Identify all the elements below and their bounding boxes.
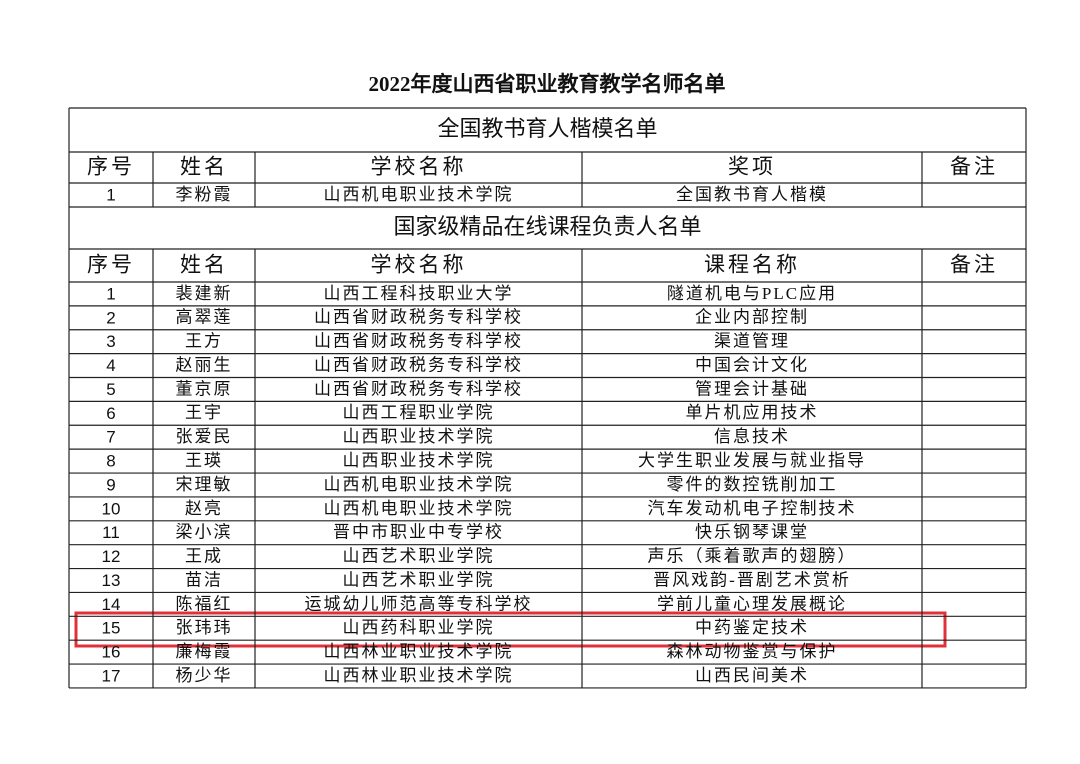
cell: 赵丽生 bbox=[176, 355, 233, 374]
cell: 15 bbox=[102, 619, 121, 638]
section-heading: 全国教书育人楷模名单 bbox=[437, 116, 657, 141]
cell: 山西林业职业技术学院 bbox=[324, 666, 514, 685]
cell: 快乐钢琴课堂 bbox=[695, 523, 809, 542]
cell: 山西机电职业技术学院 bbox=[324, 475, 514, 494]
cell: 宋理敏 bbox=[176, 475, 233, 494]
cell: 运城幼儿师范高等专科学校 bbox=[305, 594, 533, 613]
cell: 渠道管理 bbox=[714, 332, 790, 351]
cell: 梁小滨 bbox=[176, 523, 233, 542]
cell: 4 bbox=[106, 356, 115, 375]
cell: 学前儿童心理发展概论 bbox=[657, 594, 847, 613]
column-header: 备注 bbox=[950, 154, 998, 178]
cell: 6 bbox=[106, 404, 115, 423]
column-header: 课程名称 bbox=[704, 252, 800, 276]
cell: 中药鉴定技术 bbox=[695, 618, 809, 637]
cell: 张爱民 bbox=[176, 427, 233, 446]
cell: 14 bbox=[102, 595, 121, 614]
column-header: 学校名称 bbox=[371, 252, 467, 276]
column-header: 姓名 bbox=[180, 252, 228, 276]
cell: 山西职业技术学院 bbox=[343, 451, 495, 470]
cell: 1 bbox=[106, 185, 115, 204]
title: 2022年度山西省职业教育教学名师名单 bbox=[369, 72, 726, 96]
cell: 中国会计文化 bbox=[695, 355, 809, 374]
cell: 山西药科职业学院 bbox=[343, 618, 495, 637]
cell: 全国教书育人楷模 bbox=[676, 185, 828, 204]
cell: 12 bbox=[102, 547, 121, 566]
cell: 2 bbox=[106, 308, 115, 327]
cell: 9 bbox=[106, 475, 115, 494]
cell: 高翠莲 bbox=[176, 308, 233, 327]
cell: 山西工程职业学院 bbox=[343, 403, 495, 422]
cell: 山西民间美术 bbox=[695, 666, 809, 685]
cell: 山西省财政税务专科学校 bbox=[314, 308, 523, 327]
cell: 3 bbox=[106, 332, 115, 351]
cell: 山西艺术职业学院 bbox=[343, 570, 495, 589]
cell: 8 bbox=[106, 452, 115, 471]
column-header: 序号 bbox=[87, 252, 135, 276]
cell: 杨少华 bbox=[176, 666, 233, 685]
cell: 隧道机电与PLC应用 bbox=[667, 284, 837, 303]
cell: 陈福红 bbox=[176, 594, 233, 613]
cell: 1 bbox=[106, 284, 115, 303]
cell: 山西艺术职业学院 bbox=[343, 547, 495, 566]
cell: 管理会计基础 bbox=[695, 379, 809, 398]
cell: 廉梅霞 bbox=[176, 642, 233, 661]
cell: 声乐（乘着歌声的翅膀） bbox=[648, 547, 857, 566]
column-header: 学校名称 bbox=[371, 154, 467, 178]
section-heading: 国家级精品在线课程负责人名单 bbox=[393, 214, 701, 239]
column-header: 姓名 bbox=[180, 154, 228, 178]
column-header: 备注 bbox=[950, 252, 998, 276]
cell: 单片机应用技术 bbox=[686, 403, 819, 422]
cell: 山西省财政税务专科学校 bbox=[314, 332, 523, 351]
cell: 山西机电职业技术学院 bbox=[324, 499, 514, 518]
cell: 裴建新 bbox=[176, 284, 233, 303]
column-header: 序号 bbox=[87, 154, 135, 178]
cell: 王宇 bbox=[185, 403, 223, 422]
cell: 张玮玮 bbox=[176, 618, 233, 637]
cell: 汽车发动机电子控制技术 bbox=[648, 499, 857, 518]
cell: 山西工程科技职业大学 bbox=[324, 284, 514, 303]
highlight-box bbox=[74, 611, 947, 648]
cell: 16 bbox=[102, 643, 121, 662]
cell: 大学生职业发展与就业指导 bbox=[638, 451, 866, 470]
cell: 5 bbox=[106, 380, 115, 399]
cell: 山西省财政税务专科学校 bbox=[314, 355, 523, 374]
cell: 企业内部控制 bbox=[695, 308, 809, 327]
cell: 王方 bbox=[185, 332, 223, 351]
column-header: 奖项 bbox=[728, 154, 776, 178]
cell: 赵亮 bbox=[185, 499, 223, 518]
cell: 17 bbox=[102, 667, 121, 686]
cell: 李粉霞 bbox=[176, 185, 233, 204]
cell: 零件的数控铣削加工 bbox=[667, 475, 838, 494]
cell: 苗洁 bbox=[185, 570, 223, 589]
cell: 10 bbox=[102, 499, 121, 518]
cell: 王成 bbox=[185, 547, 223, 566]
cell: 董京原 bbox=[176, 379, 233, 398]
cell: 森林动物鉴赏与保护 bbox=[667, 642, 838, 661]
cell: 11 bbox=[102, 523, 120, 542]
cell: 13 bbox=[102, 571, 121, 590]
cell: 山西省财政税务专科学校 bbox=[314, 379, 523, 398]
cell: 晋中市职业中专学校 bbox=[333, 523, 504, 542]
cell: 晋风戏韵-晋剧艺术赏析 bbox=[653, 570, 851, 589]
cell: 山西职业技术学院 bbox=[343, 427, 495, 446]
cell: 王瑛 bbox=[185, 451, 223, 470]
cell: 山西林业职业技术学院 bbox=[324, 642, 514, 661]
cell: 山西机电职业技术学院 bbox=[324, 185, 514, 204]
cell: 信息技术 bbox=[714, 427, 790, 446]
cell: 7 bbox=[106, 428, 115, 447]
